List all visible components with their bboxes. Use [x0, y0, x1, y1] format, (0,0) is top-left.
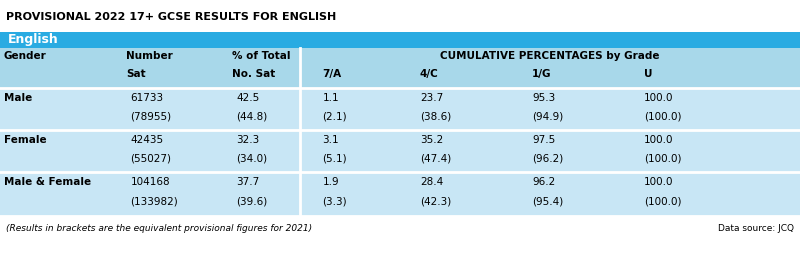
Bar	[0, 88, 800, 130]
Text: 95.3: 95.3	[532, 93, 555, 103]
Text: 1.1: 1.1	[322, 93, 339, 103]
Text: 1.9: 1.9	[322, 177, 339, 187]
Text: 61733: 61733	[130, 93, 163, 103]
Text: Data source: JCQ: Data source: JCQ	[718, 224, 794, 233]
Text: (95.4): (95.4)	[532, 197, 563, 207]
Text: 4/C: 4/C	[420, 69, 438, 79]
Text: (44.8): (44.8)	[236, 112, 267, 122]
Text: CUMULATIVE PERCENTAGES by Grade: CUMULATIVE PERCENTAGES by Grade	[440, 51, 660, 61]
Text: (42.3): (42.3)	[420, 197, 451, 207]
Bar	[0, 130, 800, 172]
Text: (94.9): (94.9)	[532, 112, 563, 122]
Text: (34.0): (34.0)	[236, 154, 267, 164]
Text: 32.3: 32.3	[236, 135, 259, 145]
Text: PROVISIONAL 2022 17+ GCSE RESULTS FOR ENGLISH: PROVISIONAL 2022 17+ GCSE RESULTS FOR EN…	[6, 12, 336, 22]
Bar	[0, 32, 800, 48]
Text: (3.3): (3.3)	[322, 197, 347, 207]
Text: (5.1): (5.1)	[322, 154, 347, 164]
Text: 100.0: 100.0	[644, 93, 674, 103]
Text: U: U	[644, 69, 653, 79]
Text: English: English	[8, 34, 58, 47]
Text: (96.2): (96.2)	[532, 154, 563, 164]
Text: (39.6): (39.6)	[236, 197, 267, 207]
Text: (100.0): (100.0)	[644, 154, 682, 164]
Text: (55027): (55027)	[130, 154, 171, 164]
Text: (100.0): (100.0)	[644, 112, 682, 122]
Text: 42435: 42435	[130, 135, 163, 145]
Text: Female: Female	[4, 135, 46, 145]
Text: 7/A: 7/A	[322, 69, 342, 79]
Text: 104168: 104168	[130, 177, 170, 187]
Text: (47.4): (47.4)	[420, 154, 451, 164]
Text: 3.1: 3.1	[322, 135, 339, 145]
Text: Male & Female: Male & Female	[4, 177, 91, 187]
Text: 37.7: 37.7	[236, 177, 259, 187]
Text: (78955): (78955)	[130, 112, 171, 122]
Text: Gender: Gender	[4, 51, 46, 61]
Text: (2.1): (2.1)	[322, 112, 347, 122]
Text: 1/G: 1/G	[532, 69, 551, 79]
Text: % of Total: % of Total	[232, 51, 290, 61]
Text: (100.0): (100.0)	[644, 197, 682, 207]
Text: (133982): (133982)	[130, 197, 178, 207]
Text: 96.2: 96.2	[532, 177, 555, 187]
Bar	[0, 172, 800, 216]
Text: Male: Male	[4, 93, 32, 103]
Text: 42.5: 42.5	[236, 93, 259, 103]
Text: 100.0: 100.0	[644, 177, 674, 187]
Text: 97.5: 97.5	[532, 135, 555, 145]
Text: 100.0: 100.0	[644, 135, 674, 145]
Text: 28.4: 28.4	[420, 177, 443, 187]
Text: Number: Number	[126, 51, 173, 61]
Text: 35.2: 35.2	[420, 135, 443, 145]
Text: No. Sat: No. Sat	[232, 69, 275, 79]
Text: (Results in brackets are the equivalent provisional figures for 2021): (Results in brackets are the equivalent …	[6, 224, 312, 233]
Text: Sat: Sat	[126, 69, 146, 79]
Text: (38.6): (38.6)	[420, 112, 451, 122]
Text: 23.7: 23.7	[420, 93, 443, 103]
Bar	[0, 48, 800, 88]
